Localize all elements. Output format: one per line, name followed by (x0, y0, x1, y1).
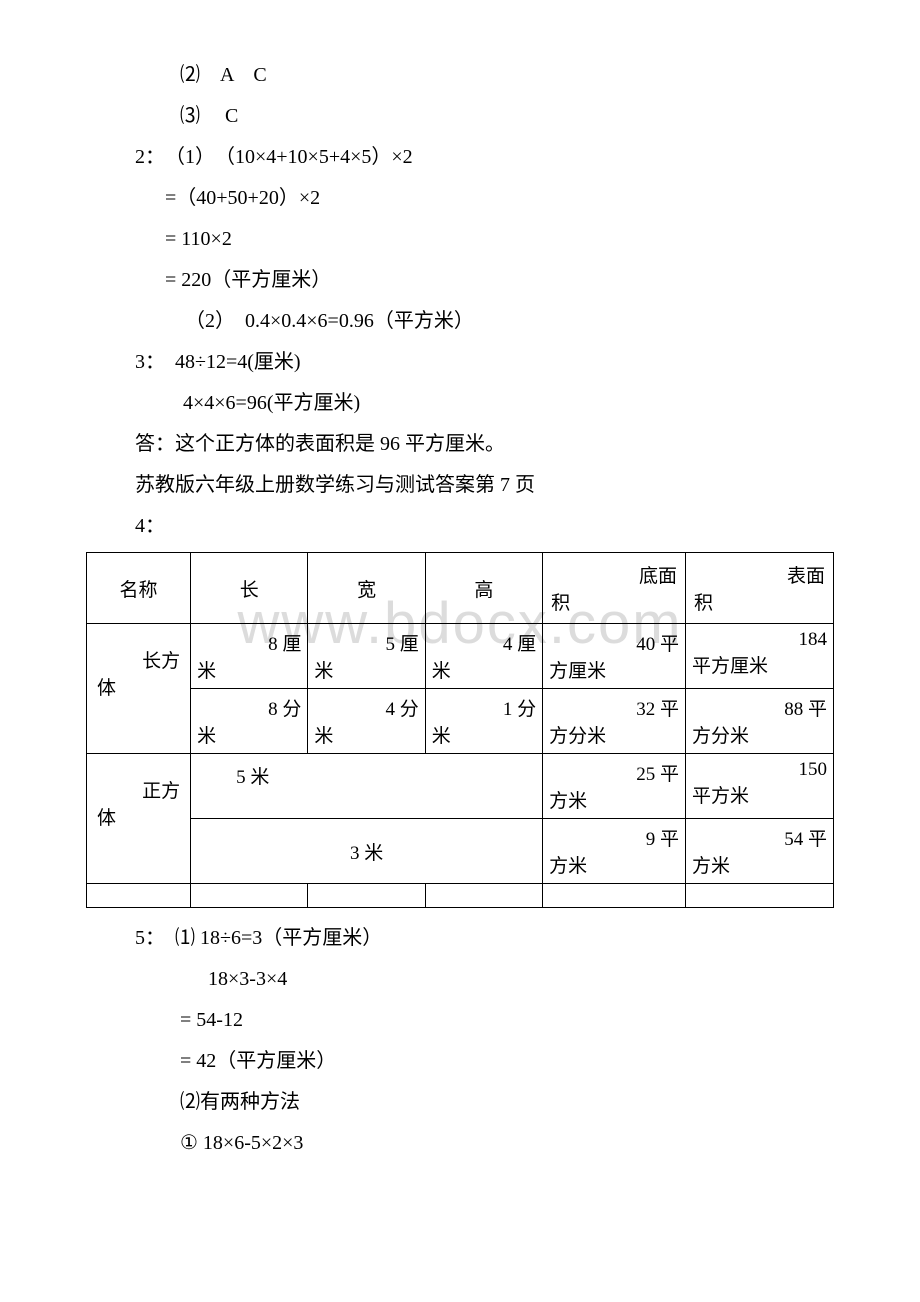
hdr-surf-l1: 表面 (692, 561, 827, 588)
cell-text: 米 (197, 721, 301, 748)
cell-text: 25 平 (549, 759, 679, 786)
q2-step3: = 220（平方厘米） (135, 265, 820, 295)
empty-cell (685, 884, 833, 908)
q3-label: 3： 48÷12=4(厘米) (135, 347, 820, 377)
empty-cell (87, 884, 191, 908)
cell-text: 方米 (549, 786, 679, 813)
cell-text: 方分米 (549, 721, 679, 748)
empty-cell (425, 884, 542, 908)
cell-text: 4 厘 (432, 629, 536, 656)
cell-base: 9 平 方米 (543, 819, 686, 884)
cell-text: 平方米 (692, 781, 827, 808)
hdr-height: 高 (425, 553, 542, 624)
q4-table: 名称 长 宽 高 底面 积 表面 积 长方 体 8 厘 米 5 厘 (86, 552, 834, 908)
hdr-base: 底面 积 (543, 553, 686, 624)
empty-cell (308, 884, 425, 908)
cell-text: 米 (314, 656, 418, 683)
cell-len-merged: 3 米 (191, 819, 543, 884)
cell-text: 8 分 (197, 694, 301, 721)
group-cube-l2: 体 (97, 803, 180, 830)
table-empty-row (87, 884, 834, 908)
table-row: 8 分 米 4 分 米 1 分 米 32 平 方分米 88 平 方分米 (87, 689, 834, 754)
cell-text: 米 (432, 721, 536, 748)
q2-step2: = 110×2 (135, 224, 820, 254)
q1-sub2: ⑵ A C (135, 60, 820, 90)
cell-text: 88 平 (692, 694, 827, 721)
group-rect: 长方 体 (87, 624, 191, 754)
group-rect-l2: 体 (97, 673, 180, 700)
cell-text: 8 厘 (197, 629, 301, 656)
cell-text: 米 (432, 656, 536, 683)
cell-text: 方厘米 (549, 656, 679, 683)
cell-hei: 4 厘 米 (425, 624, 542, 689)
q1-sub3: ⑶ C (135, 101, 820, 131)
cell-base: 32 平 方分米 (543, 689, 686, 754)
cell-text: 平方厘米 (692, 651, 827, 678)
cell-text: 9 平 (549, 824, 679, 851)
q5-part2: ⑵有两种方法 (135, 1087, 820, 1117)
cell-text: 150 (692, 759, 827, 781)
cell-text: 方米 (692, 851, 827, 878)
cell-surf: 54 平 方米 (685, 819, 833, 884)
group-cube-l1: 正方 (97, 776, 180, 803)
cell-text: 5 厘 (314, 629, 418, 656)
cell-text: 米 (197, 656, 301, 683)
cell-hei: 1 分 米 (425, 689, 542, 754)
q5-method1: ① 18×6-5×2×3 (135, 1128, 820, 1158)
document-content: ⑵ A C ⑶ C 2： （1） （10×4+10×5+4×5）×2 =（40+… (0, 60, 920, 541)
cell-surf: 184 平方厘米 (685, 624, 833, 689)
table-row: 长方 体 8 厘 米 5 厘 米 4 厘 米 40 平 方厘米 184 平方厘米 (87, 624, 834, 689)
q2-step1: =（40+50+20）×2 (135, 183, 820, 213)
cell-wid: 4 分 米 (308, 689, 425, 754)
document-content-lower: 5： ⑴ 18÷6=3（平方厘米） 18×3-3×4 = 54-12 = 42（… (0, 923, 920, 1158)
q4-label: 4： (135, 511, 820, 541)
hdr-surface: 表面 积 (685, 553, 833, 624)
table-row: 3 米 9 平 方米 54 平 方米 (87, 819, 834, 884)
page-note: 苏教版六年级上册数学练习与测试答案第 7 页 (135, 470, 820, 500)
q2-label: 2： （1） （10×4+10×5+4×5）×2 (135, 142, 820, 172)
q5-step1: 18×3-3×4 (135, 964, 820, 994)
hdr-surf-l2: 积 (692, 588, 827, 615)
q3-step1: 4×4×6=96(平方厘米) (135, 388, 820, 418)
q2-part2: （2） 0.4×0.4×6=0.96（平方米） (135, 306, 820, 336)
cell-base: 25 平 方米 (543, 754, 686, 819)
hdr-length: 长 (191, 553, 308, 624)
group-cube: 正方 体 (87, 754, 191, 884)
q3-answer: 答：这个正方体的表面积是 96 平方厘米。 (135, 429, 820, 459)
cell-text: 32 平 (549, 694, 679, 721)
q5-step3: = 42（平方厘米） (135, 1046, 820, 1076)
cell-text: 4 分 (314, 694, 418, 721)
hdr-name: 名称 (87, 553, 191, 624)
empty-cell (543, 884, 686, 908)
q5-step2: = 54-12 (135, 1005, 820, 1035)
cell-wid: 5 厘 米 (308, 624, 425, 689)
cell-len: 8 分 米 (191, 689, 308, 754)
cell-text: 54 平 (692, 824, 827, 851)
q4-table-wrapper: 名称 长 宽 高 底面 积 表面 积 长方 体 8 厘 米 5 厘 (86, 552, 834, 908)
group-rect-l1: 长方 (97, 646, 180, 673)
empty-cell (191, 884, 308, 908)
cell-text: 1 分 (432, 694, 536, 721)
cell-base: 40 平 方厘米 (543, 624, 686, 689)
cell-surf: 150 平方米 (685, 754, 833, 819)
cell-text: 40 平 (549, 629, 679, 656)
cell-len-merged: 5 米 (191, 754, 543, 819)
cell-text: 方分米 (692, 721, 827, 748)
hdr-base-l2: 积 (549, 588, 679, 615)
hdr-base-l1: 底面 (549, 561, 679, 588)
table-header-row: 名称 长 宽 高 底面 积 表面 积 (87, 553, 834, 624)
cell-len: 8 厘 米 (191, 624, 308, 689)
table-row: 正方 体 5 米 25 平 方米 150 平方米 (87, 754, 834, 819)
cell-surf: 88 平 方分米 (685, 689, 833, 754)
hdr-width: 宽 (308, 553, 425, 624)
cell-text: 方米 (549, 851, 679, 878)
cell-text: 米 (314, 721, 418, 748)
q5-label: 5： ⑴ 18÷6=3（平方厘米） (135, 923, 820, 953)
cell-text: 184 (692, 629, 827, 651)
